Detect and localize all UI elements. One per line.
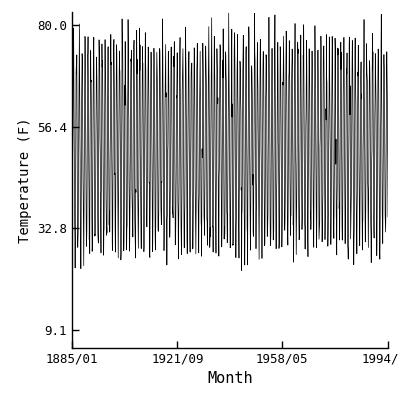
Y-axis label: Temperature (F): Temperature (F): [18, 117, 32, 243]
X-axis label: Month: Month: [207, 372, 253, 386]
